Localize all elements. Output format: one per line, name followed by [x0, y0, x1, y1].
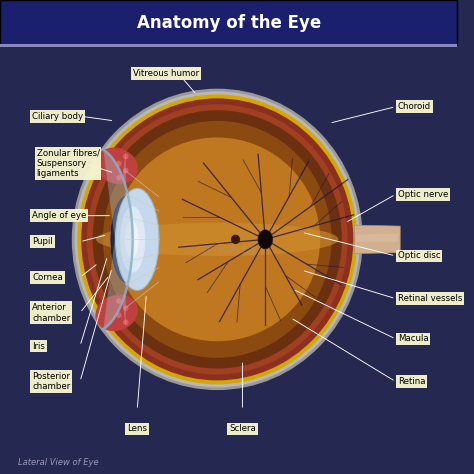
Circle shape: [123, 154, 128, 159]
Text: Vitreous humor: Vitreous humor: [133, 69, 199, 78]
Ellipse shape: [92, 110, 342, 369]
Text: Retinal vessels: Retinal vessels: [398, 294, 462, 303]
Ellipse shape: [77, 94, 357, 384]
Text: Pupil: Pupil: [32, 237, 53, 246]
Polygon shape: [103, 150, 133, 329]
Ellipse shape: [111, 195, 145, 283]
Ellipse shape: [87, 104, 347, 374]
Ellipse shape: [95, 147, 138, 184]
Text: Angle of eye: Angle of eye: [32, 211, 86, 220]
Text: Optic nerve: Optic nerve: [398, 190, 448, 199]
Circle shape: [231, 235, 240, 244]
Text: Macula: Macula: [398, 335, 428, 343]
Text: Retina: Retina: [398, 377, 426, 386]
Ellipse shape: [96, 223, 338, 256]
Ellipse shape: [103, 121, 332, 358]
Text: Lateral View of Eye: Lateral View of Eye: [18, 458, 99, 466]
Text: Iris: Iris: [32, 342, 45, 350]
Ellipse shape: [73, 90, 361, 389]
Text: Posterior
chamber: Posterior chamber: [32, 372, 70, 391]
Circle shape: [123, 319, 128, 325]
Circle shape: [116, 175, 122, 181]
Text: Anatomy of the Eye: Anatomy of the Eye: [137, 14, 321, 32]
Text: Zonular fibres/
Suspensory
ligaments: Zonular fibres/ Suspensory ligaments: [36, 149, 100, 178]
Circle shape: [123, 168, 128, 173]
Bar: [0, 44, 457, 47]
Polygon shape: [355, 225, 400, 254]
Ellipse shape: [95, 294, 138, 331]
Circle shape: [116, 312, 122, 318]
Text: Ⓣ TRIALEX: Ⓣ TRIALEX: [202, 244, 255, 254]
Text: Ciliary body: Ciliary body: [32, 112, 83, 120]
Text: Choroid: Choroid: [398, 102, 431, 111]
Polygon shape: [357, 234, 398, 242]
Text: Optic disc: Optic disc: [398, 252, 440, 260]
Ellipse shape: [116, 189, 159, 290]
FancyBboxPatch shape: [0, 0, 457, 45]
Text: Anterior
chamber: Anterior chamber: [32, 303, 70, 322]
Circle shape: [116, 161, 122, 166]
Ellipse shape: [125, 220, 138, 258]
Circle shape: [116, 298, 122, 304]
Ellipse shape: [114, 137, 320, 341]
Text: Sclera: Sclera: [229, 425, 256, 433]
Circle shape: [123, 305, 128, 311]
Ellipse shape: [258, 230, 273, 249]
Text: Lens: Lens: [127, 425, 147, 433]
Ellipse shape: [120, 206, 145, 273]
Ellipse shape: [81, 99, 353, 380]
Text: Cornea: Cornea: [32, 273, 63, 282]
